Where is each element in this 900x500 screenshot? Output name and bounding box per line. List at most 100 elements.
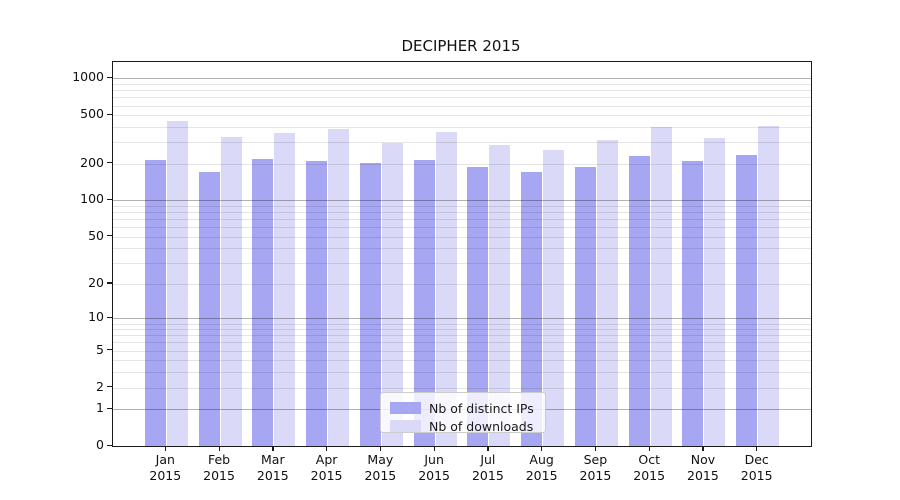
x-tick-mar-2015 xyxy=(272,446,274,451)
bar-distinct-ips-mar-2015 xyxy=(252,158,274,446)
y-tick-1 xyxy=(107,407,112,409)
bar-downloads-may-2015 xyxy=(381,142,403,446)
x-tick-label-line: 2015 xyxy=(364,467,397,483)
gridline-minor-40 xyxy=(113,248,811,250)
x-tick-apr-2015 xyxy=(326,446,328,451)
y-tick-2 xyxy=(107,386,112,388)
gridline-minor-4 xyxy=(113,360,811,362)
bar-downloads-dec-2015 xyxy=(758,125,780,446)
bar-downloads-oct-2015 xyxy=(650,126,672,446)
gridline-minor-50 xyxy=(113,236,811,238)
y-tick-label-5: 5 xyxy=(96,341,104,357)
bar-distinct-ips-may-2015 xyxy=(359,162,381,446)
x-tick-label-aug-2015: Aug 2015 xyxy=(500,452,584,483)
y-tick-label-200: 200 xyxy=(80,154,104,170)
legend-item-downloads: Nb of downloads xyxy=(381,417,545,435)
bar-downloads-sep-2015 xyxy=(596,139,618,446)
x-tick-label-line: Jul xyxy=(480,452,496,467)
gridline-major-10 xyxy=(113,318,811,320)
chart-title: DECIPHER 2015 xyxy=(401,37,521,55)
bar-distinct-ips-apr-2015 xyxy=(306,160,328,446)
x-tick-label-line: 2015 xyxy=(471,467,504,483)
gridline-minor-70 xyxy=(113,219,811,221)
x-tick-label-line: Aug xyxy=(529,452,554,467)
gridline-minor-80 xyxy=(113,212,811,214)
bar-downloads-jan-2015 xyxy=(166,120,188,446)
x-tick-jun-2015 xyxy=(433,446,435,451)
x-tick-aug-2015 xyxy=(541,446,543,451)
x-tick-label-sep-2015: Sep 2015 xyxy=(553,452,637,483)
legend-swatch-downloads xyxy=(390,420,421,432)
x-tick-label-line: 2015 xyxy=(203,467,235,483)
x-tick-label-line: 2015 xyxy=(687,467,719,483)
y-tick-label-100: 100 xyxy=(80,191,104,207)
x-tick-label-line: 2015 xyxy=(633,467,666,483)
gridline-minor-600 xyxy=(113,105,811,107)
plot-area xyxy=(112,61,812,447)
bar-distinct-ips-jun-2015 xyxy=(413,160,435,446)
y-tick-label-1000: 1000 xyxy=(72,69,104,85)
legend-label-distinct-ips: Nb of distinct IPs xyxy=(429,400,534,416)
x-tick-label-line: 2015 xyxy=(525,467,558,483)
gridline-minor-2 xyxy=(113,387,811,389)
bar-distinct-ips-nov-2015 xyxy=(682,160,704,446)
x-tick-label-line: Mar xyxy=(261,452,285,467)
y-tick-1000 xyxy=(107,76,112,79)
x-tick-label-feb-2015: Feb 2015 xyxy=(177,452,261,483)
x-tick-may-2015 xyxy=(379,446,382,451)
gridline-minor-8 xyxy=(113,329,811,331)
x-tick-label-nov-2015: Nov 2015 xyxy=(661,452,745,483)
y-tick-label-0: 0 xyxy=(96,437,104,452)
gridline-minor-60 xyxy=(113,227,811,229)
x-tick-label-line: Oct xyxy=(638,452,660,467)
y-tick-500 xyxy=(107,113,112,115)
x-tick-label-line: Apr xyxy=(315,452,338,467)
y-tick-label-10: 10 xyxy=(88,309,104,325)
x-tick-label-line: Jan xyxy=(155,452,175,467)
x-tick-label-line: Dec xyxy=(744,452,769,467)
y-tick-label-20: 20 xyxy=(88,274,104,290)
gridline-minor-9 xyxy=(113,323,811,325)
y-tick-100 xyxy=(107,198,112,201)
y-tick-20 xyxy=(107,282,112,284)
bar-distinct-ips-oct-2015 xyxy=(628,155,650,446)
gridline-minor-400 xyxy=(113,127,811,128)
gridline-major-100 xyxy=(113,200,811,202)
gridline-minor-3 xyxy=(113,372,811,374)
gridline-minor-5 xyxy=(113,350,811,352)
bar-downloads-jun-2015 xyxy=(435,131,457,446)
x-tick-oct-2015 xyxy=(648,446,650,451)
x-tick-label-line: Jun xyxy=(424,452,444,467)
x-tick-label-dec-2015: Dec 2015 xyxy=(715,452,799,483)
x-tick-label-may-2015: May 2015 xyxy=(338,452,422,483)
x-tick-label-line: Feb xyxy=(207,452,231,467)
bar-distinct-ips-jul-2015 xyxy=(467,166,489,446)
y-tick-50 xyxy=(107,235,112,237)
gridline-minor-6 xyxy=(113,342,811,344)
bar-downloads-apr-2015 xyxy=(328,129,350,446)
bar-distinct-ips-aug-2015 xyxy=(521,171,543,446)
legend: Nb of distinct IPs Nb of downloads xyxy=(380,392,546,435)
y-tick-0 xyxy=(107,444,112,446)
bar-distinct-ips-feb-2015 xyxy=(198,171,220,446)
y-tick-label-1: 1 xyxy=(96,400,104,416)
x-tick-label-line: 2015 xyxy=(579,467,612,483)
x-tick-feb-2015 xyxy=(218,446,220,451)
x-tick-jul-2015 xyxy=(487,446,489,451)
gridline-minor-500 xyxy=(113,115,811,117)
x-tick-label-line: May xyxy=(367,452,394,467)
gridline-minor-300 xyxy=(113,142,811,144)
y-tick-label-50: 50 xyxy=(88,227,104,243)
x-tick-label-line: Sep xyxy=(583,452,608,467)
y-tick-200 xyxy=(107,162,112,164)
x-tick-label-jul-2015: Jul 2015 xyxy=(446,452,530,483)
x-tick-jan-2015 xyxy=(164,446,166,451)
x-tick-label-line: 2015 xyxy=(310,467,343,483)
gridline-minor-200 xyxy=(113,163,811,165)
gridline-minor-700 xyxy=(113,97,811,99)
x-tick-label-jun-2015: Jun 2015 xyxy=(392,452,476,483)
bar-downloads-mar-2015 xyxy=(274,133,296,446)
bar-downloads-jul-2015 xyxy=(489,145,511,446)
x-tick-label-mar-2015: Mar 2015 xyxy=(231,452,315,483)
